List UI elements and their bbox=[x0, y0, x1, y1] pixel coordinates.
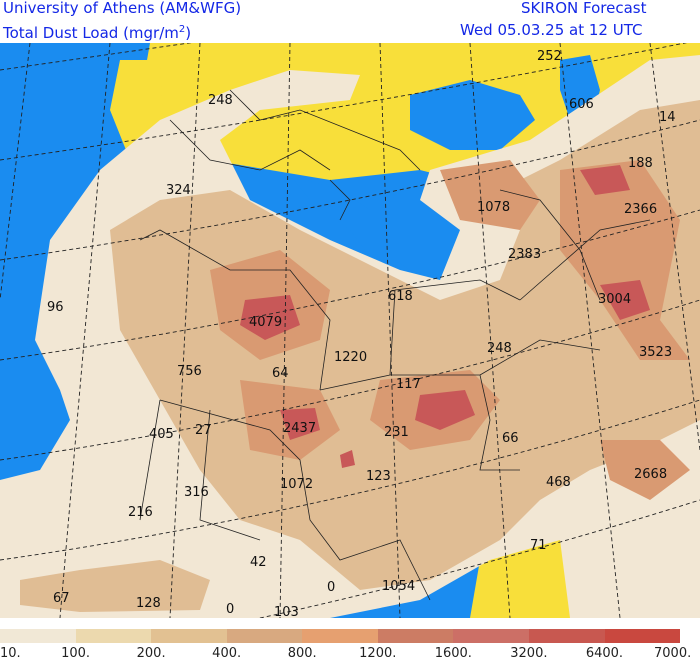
legend-label: 10. bbox=[0, 646, 21, 661]
product-unit-close: ) bbox=[185, 24, 192, 42]
product-name: Total Dust Load (mgr/m bbox=[3, 24, 179, 42]
value-label: 1054 bbox=[382, 579, 415, 594]
value-label: 2437 bbox=[283, 421, 316, 436]
color-legend bbox=[0, 629, 681, 643]
legend-swatch bbox=[226, 629, 303, 643]
value-label: 103 bbox=[274, 605, 299, 618]
country-borders bbox=[139, 89, 651, 601]
value-label: 0 bbox=[327, 580, 335, 595]
legend-label: 800. bbox=[287, 646, 317, 661]
value-label: 324 bbox=[166, 183, 191, 198]
dust-map: 252 606 14 248 188 324 1078 2366 2383 96… bbox=[0, 43, 700, 618]
value-label: 2668 bbox=[634, 467, 667, 482]
legend-swatch bbox=[151, 629, 227, 643]
value-label: 248 bbox=[487, 341, 512, 356]
value-label: 96 bbox=[47, 300, 64, 315]
institution-title: University of Athens (AM&WFG) bbox=[3, 0, 242, 17]
product-unit-exponent: 2 bbox=[178, 24, 186, 35]
legend-swatch bbox=[453, 629, 529, 643]
legend-label: 200. bbox=[136, 646, 166, 661]
value-label: 1078 bbox=[477, 200, 510, 215]
value-label: 123 bbox=[366, 469, 391, 484]
value-label: 606 bbox=[569, 97, 594, 112]
legend-swatch bbox=[377, 629, 454, 643]
value-label: 0 bbox=[226, 602, 234, 617]
graticule bbox=[0, 43, 700, 618]
value-label: 71 bbox=[530, 538, 547, 553]
value-label: 4079 bbox=[249, 315, 282, 330]
value-label: 252 bbox=[537, 49, 562, 64]
value-label: 248 bbox=[208, 93, 233, 108]
legend-swatch bbox=[528, 629, 605, 643]
value-label: 2383 bbox=[508, 247, 541, 262]
dust-mid bbox=[20, 100, 700, 612]
legend-swatch bbox=[0, 629, 76, 643]
value-label: 3523 bbox=[639, 345, 672, 360]
value-label: 27 bbox=[195, 423, 212, 438]
value-label: 67 bbox=[53, 591, 70, 606]
value-label: 117 bbox=[396, 377, 421, 392]
value-label: 64 bbox=[272, 366, 289, 381]
value-label: 14 bbox=[659, 110, 676, 125]
inner-seas bbox=[290, 55, 600, 270]
product-title: Total Dust Load (mgr/m2) bbox=[3, 21, 191, 42]
value-label: 66 bbox=[502, 431, 519, 446]
valid-time: Wed 05.03.25 at 12 UTC bbox=[460, 21, 643, 39]
value-label: 2366 bbox=[624, 202, 657, 217]
value-label: 756 bbox=[177, 364, 202, 379]
value-label: 188 bbox=[628, 156, 653, 171]
value-label: 468 bbox=[546, 475, 571, 490]
legend-label: 3200. bbox=[510, 646, 548, 661]
legend-label: 1600. bbox=[434, 646, 472, 661]
legend-label: 400. bbox=[212, 646, 242, 661]
legend-label: 7000. bbox=[654, 646, 692, 661]
value-label: 231 bbox=[384, 425, 409, 440]
legend-swatch bbox=[302, 629, 378, 643]
legend-swatch bbox=[604, 629, 681, 643]
value-label: 1220 bbox=[334, 350, 367, 365]
value-label: 216 bbox=[128, 505, 153, 520]
value-label: 405 bbox=[149, 427, 174, 442]
value-label: 3004 bbox=[598, 292, 631, 307]
legend-swatch bbox=[75, 629, 152, 643]
value-label: 618 bbox=[388, 289, 413, 304]
dust-max bbox=[240, 165, 650, 468]
legend-label: 6400. bbox=[585, 646, 624, 661]
value-label: 1072 bbox=[280, 477, 313, 492]
legend-label: 100. bbox=[61, 646, 91, 661]
legend-label: 1200. bbox=[359, 646, 397, 661]
value-label: 42 bbox=[250, 555, 267, 570]
value-label: 128 bbox=[136, 596, 161, 611]
value-label: 316 bbox=[184, 485, 209, 500]
dust-values: 252 606 14 248 188 324 1078 2366 2383 96… bbox=[47, 49, 676, 618]
brand-title: SKIRON Forecast bbox=[521, 0, 647, 17]
